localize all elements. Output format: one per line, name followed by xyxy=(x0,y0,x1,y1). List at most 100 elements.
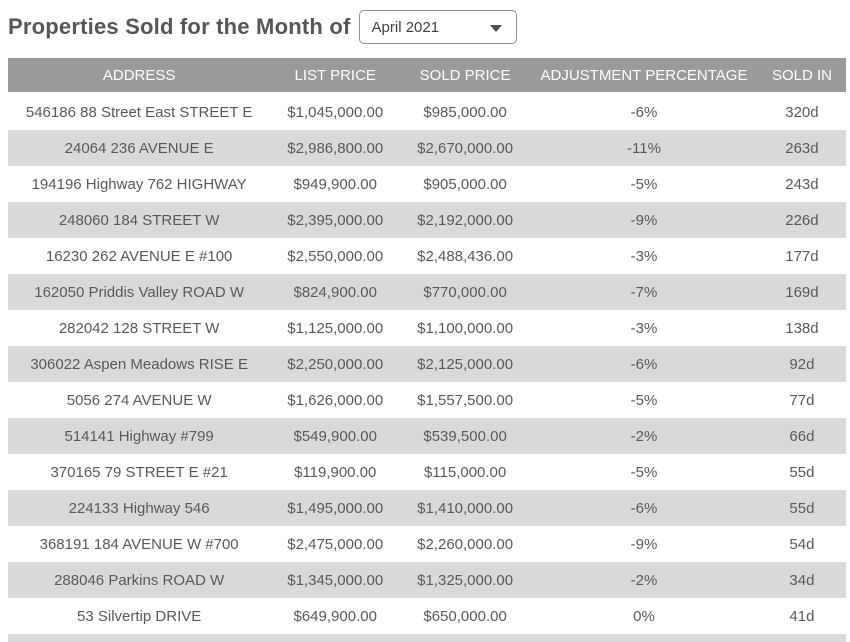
cell-adjustment: -6% xyxy=(630,103,658,121)
cell-list-price: $1,495,000.00 xyxy=(287,499,384,517)
cell-list-price: $2,250,000.00 xyxy=(287,355,384,373)
cell-adjustment: -6% xyxy=(630,499,658,517)
properties-table: ADDRESS LIST PRICE SOLD PRICE ADJUSTMENT PE… xyxy=(8,58,846,642)
cell-address: 24064 236 AVENUE E xyxy=(64,139,214,157)
table-header-row: ADDRESS LIST PRICE SOLD PRICE ADJUSTMENT PE… xyxy=(8,58,846,92)
table-row-partial xyxy=(8,634,846,642)
cell-sold-price: $985,000.00 xyxy=(423,103,507,121)
cell-list-price: $824,900.00 xyxy=(293,283,377,301)
cell-list-price: $1,045,000.00 xyxy=(287,103,384,121)
cell-address: 5056 274 AVENUE W xyxy=(66,391,212,409)
cell-sold-in: 169d xyxy=(785,283,819,301)
chevron-down-icon xyxy=(489,25,502,32)
cell-list-price: $2,550,000.00 xyxy=(287,247,384,265)
cell-sold-price: $770,000.00 xyxy=(423,283,507,301)
cell-sold-price: $1,325,000.00 xyxy=(417,571,514,589)
table-row: 514141 Highway #799 $549,900.00 $539,500.0… xyxy=(8,418,846,454)
table-row: 24064 236 AVENUE E $2,986,800.00 $2,670,00… xyxy=(8,130,846,166)
page-title: Properties Sold for the Month of xyxy=(8,14,351,39)
cell-address: 546186 88 Street East STREET E xyxy=(25,103,253,121)
cell-address: 370165 79 STREET E #21 xyxy=(50,463,228,481)
cell-address: 288046 Parkins ROAD W xyxy=(54,571,225,589)
cell-address: 282042 128 STREET W xyxy=(58,319,220,337)
cell-sold-in: 138d xyxy=(785,319,819,337)
cell-list-price: $119,900.00 xyxy=(294,463,377,481)
cell-adjustment: -5% xyxy=(630,175,658,193)
cell-list-price: $549,900.00 xyxy=(293,427,377,445)
cell-address: 248060 184 STREET W xyxy=(58,211,220,229)
cell-sold-price: $2,260,000.00 xyxy=(417,535,514,553)
title-bar: Properties Sold for the Month of April 2… xyxy=(0,8,850,46)
cell-sold-price: $2,125,000.00 xyxy=(417,355,514,373)
month-dropdown[interactable]: April 2021 xyxy=(358,10,517,44)
cell-adjustment: -3% xyxy=(630,247,658,265)
cell-adjustment: -5% xyxy=(630,391,658,409)
cell-address: 194196 Highway 762 HIGHWAY xyxy=(31,175,247,193)
cell-sold-in: 92d xyxy=(789,355,815,373)
table-row: 546186 88 Street East STREET E $1,045,000… xyxy=(8,94,846,130)
cell-list-price: $649,900.00 xyxy=(293,607,377,625)
column-header-sold-in: SOLD IN xyxy=(771,66,832,84)
cell-sold-price: $1,410,000.00 xyxy=(417,499,514,517)
cell-sold-in: 263d xyxy=(785,139,819,157)
month-dropdown-value: April 2021 xyxy=(371,18,440,36)
table-row: 282042 128 STREET W $1,125,000.00 $1,100,0… xyxy=(8,310,846,346)
cell-adjustment: -7% xyxy=(630,283,658,301)
cell-adjustment: -2% xyxy=(630,571,658,589)
cell-adjustment: -9% xyxy=(630,211,658,229)
cell-sold-price: $650,000.00 xyxy=(423,607,507,625)
table-row: 194196 Highway 762 HIGHWAY $949,900.00 $90… xyxy=(8,166,846,202)
cell-sold-price: $539,500.00 xyxy=(423,427,507,445)
table-row: 306022 Aspen Meadows RISE E $2,250,000.00… xyxy=(8,346,846,382)
cell-sold-in: 54d xyxy=(789,535,815,553)
cell-list-price: $1,626,000.00 xyxy=(287,391,384,409)
cell-adjustment: -9% xyxy=(630,535,658,553)
cell-adjustment: -11% xyxy=(627,139,661,157)
cell-address: 368191 184 AVENUE W #700 xyxy=(39,535,239,553)
cell-address: 53 Silvertip DRIVE xyxy=(77,607,202,625)
table-row: 5056 274 AVENUE W $1,626,000.00 $1,557,500… xyxy=(8,382,846,418)
cell-adjustment: -5% xyxy=(630,463,658,481)
table-body: 546186 88 Street East STREET E $1,045,000… xyxy=(8,94,846,634)
table-row: 370165 79 STREET E #21 $119,900.00 $115,00… xyxy=(8,454,846,490)
cell-sold-price: $2,192,000.00 xyxy=(417,211,514,229)
cell-list-price: $1,345,000.00 xyxy=(287,571,384,589)
cell-address: 514141 Highway #799 xyxy=(64,427,214,445)
cell-sold-in: 34d xyxy=(789,571,815,589)
cell-sold-in: 66d xyxy=(789,427,815,445)
cell-sold-price: $905,000.00 xyxy=(423,175,507,193)
cell-adjustment: -6% xyxy=(630,355,658,373)
cell-adjustment: -3% xyxy=(630,319,658,337)
cell-address: 306022 Aspen Meadows RISE E xyxy=(30,355,248,373)
table-row: 248060 184 STREET W $2,395,000.00 $2,192,0… xyxy=(8,202,846,238)
cell-sold-in: 177d xyxy=(785,247,819,265)
cell-sold-price: $115,000.00 xyxy=(423,463,507,481)
table-row: 162050 Priddis Valley ROAD W $824,900.00 $… xyxy=(8,274,846,310)
cell-sold-in: 320d xyxy=(785,103,819,121)
column-header-adjustment: ADJUSTMENT PERCENTAGE xyxy=(540,66,748,84)
cell-sold-price: $1,100,000.00 xyxy=(417,319,514,337)
cell-sold-in: 226d xyxy=(785,211,819,229)
cell-sold-price: $2,488,436.00 xyxy=(417,247,514,265)
cell-sold-in: 243d xyxy=(785,175,819,193)
cell-list-price: $2,395,000.00 xyxy=(287,211,384,229)
cell-sold-in: 55d xyxy=(789,463,815,481)
cell-list-price: $949,900.00 xyxy=(293,175,377,193)
cell-list-price: $2,986,800.00 xyxy=(287,139,384,157)
cell-list-price: $1,125,000.00 xyxy=(287,319,384,337)
table-row: 224133 Highway 546 $1,495,000.00 $1,410,00… xyxy=(8,490,846,526)
cell-adjustment: 0% xyxy=(633,607,655,625)
cell-sold-in: 55d xyxy=(789,499,815,517)
cell-address: 162050 Priddis Valley ROAD W xyxy=(34,283,245,301)
column-header-sold-price: SOLD PRICE xyxy=(419,66,511,84)
cell-sold-price: $2,670,000.00 xyxy=(417,139,514,157)
cell-address: 16230 262 AVENUE E #100 xyxy=(45,247,233,265)
table-row: 368191 184 AVENUE W #700 $2,475,000.00 $2,… xyxy=(8,526,846,562)
cell-sold-in: 41d xyxy=(789,607,815,625)
cell-address: 224133 Highway 546 xyxy=(68,499,210,517)
cell-list-price: $2,475,000.00 xyxy=(287,535,384,553)
column-header-list-price: LIST PRICE xyxy=(294,66,376,84)
column-header-address: ADDRESS xyxy=(102,66,176,84)
table-row: 53 Silvertip DRIVE $649,900.00 $650,000.00… xyxy=(8,598,846,634)
